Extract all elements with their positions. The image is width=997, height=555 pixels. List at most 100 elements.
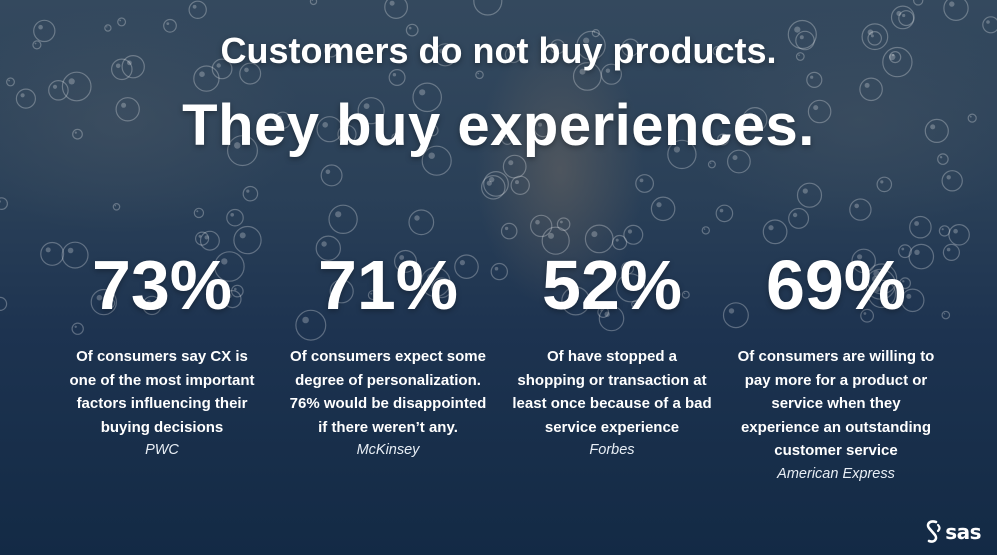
bubble bbox=[898, 10, 915, 27]
bubble-highlight bbox=[969, 115, 972, 118]
bubble bbox=[71, 322, 84, 335]
stat-description: Of consumers expect some degree of perso… bbox=[289, 348, 487, 436]
sas-logo-text: sas bbox=[945, 520, 981, 544]
bubble bbox=[211, 58, 233, 80]
bubble bbox=[576, 30, 606, 61]
bubble-highlight bbox=[393, 135, 396, 137]
bubble bbox=[309, 0, 318, 6]
bubble bbox=[727, 149, 751, 174]
bubble-highlight bbox=[322, 122, 329, 128]
bubble-highlight bbox=[52, 84, 58, 89]
bubble-highlight bbox=[560, 220, 563, 224]
bubble bbox=[433, 43, 457, 67]
bubble bbox=[866, 263, 898, 295]
bubble-highlight bbox=[939, 156, 943, 159]
bubble-highlight bbox=[553, 42, 557, 46]
bubble-highlight bbox=[494, 266, 499, 271]
bubble bbox=[937, 153, 949, 165]
bubble bbox=[111, 58, 133, 81]
bubble-highlight bbox=[896, 11, 902, 16]
bubble bbox=[193, 207, 205, 219]
bubble bbox=[337, 124, 357, 144]
bubble bbox=[941, 310, 951, 320]
bubble bbox=[320, 164, 343, 187]
bubble bbox=[796, 182, 823, 208]
bubble-highlight bbox=[813, 105, 819, 111]
bubble bbox=[0, 197, 8, 210]
bubble bbox=[742, 106, 768, 133]
bubble bbox=[621, 261, 635, 275]
bubble bbox=[199, 230, 220, 251]
bubble bbox=[867, 30, 882, 46]
bubble-highlight bbox=[74, 325, 77, 328]
bubble bbox=[72, 128, 83, 140]
stat-percentage: 52% bbox=[541, 246, 683, 324]
bubble bbox=[316, 116, 343, 143]
bubble bbox=[328, 204, 358, 234]
bubble bbox=[239, 62, 262, 85]
bubble-highlight bbox=[902, 13, 906, 18]
bubble bbox=[357, 97, 385, 125]
bubble-highlight bbox=[873, 270, 880, 278]
bubble bbox=[104, 298, 116, 309]
bubble-highlight bbox=[363, 103, 370, 109]
sas-logo: sas bbox=[923, 519, 981, 545]
bubble-highlight bbox=[627, 229, 633, 234]
bubble-highlight bbox=[246, 189, 250, 193]
bubble bbox=[115, 97, 140, 122]
bubble bbox=[597, 306, 610, 319]
bubble bbox=[490, 262, 508, 281]
bubble bbox=[295, 309, 327, 341]
stat-description: Of have stopped a shopping or transactio… bbox=[512, 348, 712, 436]
bubble bbox=[408, 209, 435, 236]
bubble bbox=[473, 0, 503, 16]
bubble-highlight bbox=[392, 73, 397, 77]
bubble bbox=[475, 70, 484, 80]
bubble-highlight bbox=[941, 228, 944, 231]
bubble-highlight bbox=[68, 78, 75, 85]
bubble-highlight bbox=[867, 29, 874, 35]
bubble bbox=[483, 170, 509, 197]
bubble-highlight bbox=[504, 226, 509, 231]
bubble bbox=[112, 203, 121, 211]
bubble bbox=[650, 196, 676, 222]
bubble-highlight bbox=[863, 312, 867, 315]
bubble-highlight bbox=[864, 82, 870, 88]
bubble bbox=[611, 234, 628, 251]
stat-description: Of consumers say CX is one of the most i… bbox=[69, 348, 255, 436]
bubble-highlight bbox=[622, 279, 629, 286]
bubble-highlight bbox=[335, 284, 341, 290]
bubble-highlight bbox=[8, 79, 11, 82]
bubble-highlight bbox=[302, 316, 309, 324]
bubble bbox=[982, 16, 997, 34]
bubble-highlight bbox=[857, 254, 863, 260]
bubble-highlight bbox=[486, 180, 492, 186]
bubble-highlight bbox=[0, 200, 1, 203]
bubble-highlight bbox=[341, 129, 346, 134]
bubble bbox=[121, 54, 145, 79]
bubble bbox=[631, 300, 639, 309]
stat-source: McKinsey bbox=[356, 442, 420, 458]
bubble-highlight bbox=[906, 293, 912, 299]
bubble-highlight bbox=[889, 53, 896, 61]
bubble-highlight bbox=[20, 93, 25, 98]
bubble-highlight bbox=[548, 232, 554, 239]
bubble-highlight bbox=[728, 308, 735, 314]
bubble bbox=[227, 135, 259, 167]
bubble-highlight bbox=[810, 75, 814, 79]
bubble-highlight bbox=[234, 142, 241, 149]
bubble bbox=[851, 248, 876, 274]
stat-percentage: 73% bbox=[91, 246, 233, 324]
bubble-highlight bbox=[615, 238, 619, 242]
bubble bbox=[501, 133, 514, 146]
bubble bbox=[550, 39, 566, 55]
bubble bbox=[233, 225, 262, 255]
bubble bbox=[0, 296, 8, 311]
bubble bbox=[941, 170, 963, 192]
bubble bbox=[5, 77, 16, 87]
bubble-highlight bbox=[515, 180, 519, 185]
bubble bbox=[591, 28, 600, 38]
bubble bbox=[500, 222, 518, 240]
bubble-highlight bbox=[639, 178, 644, 183]
